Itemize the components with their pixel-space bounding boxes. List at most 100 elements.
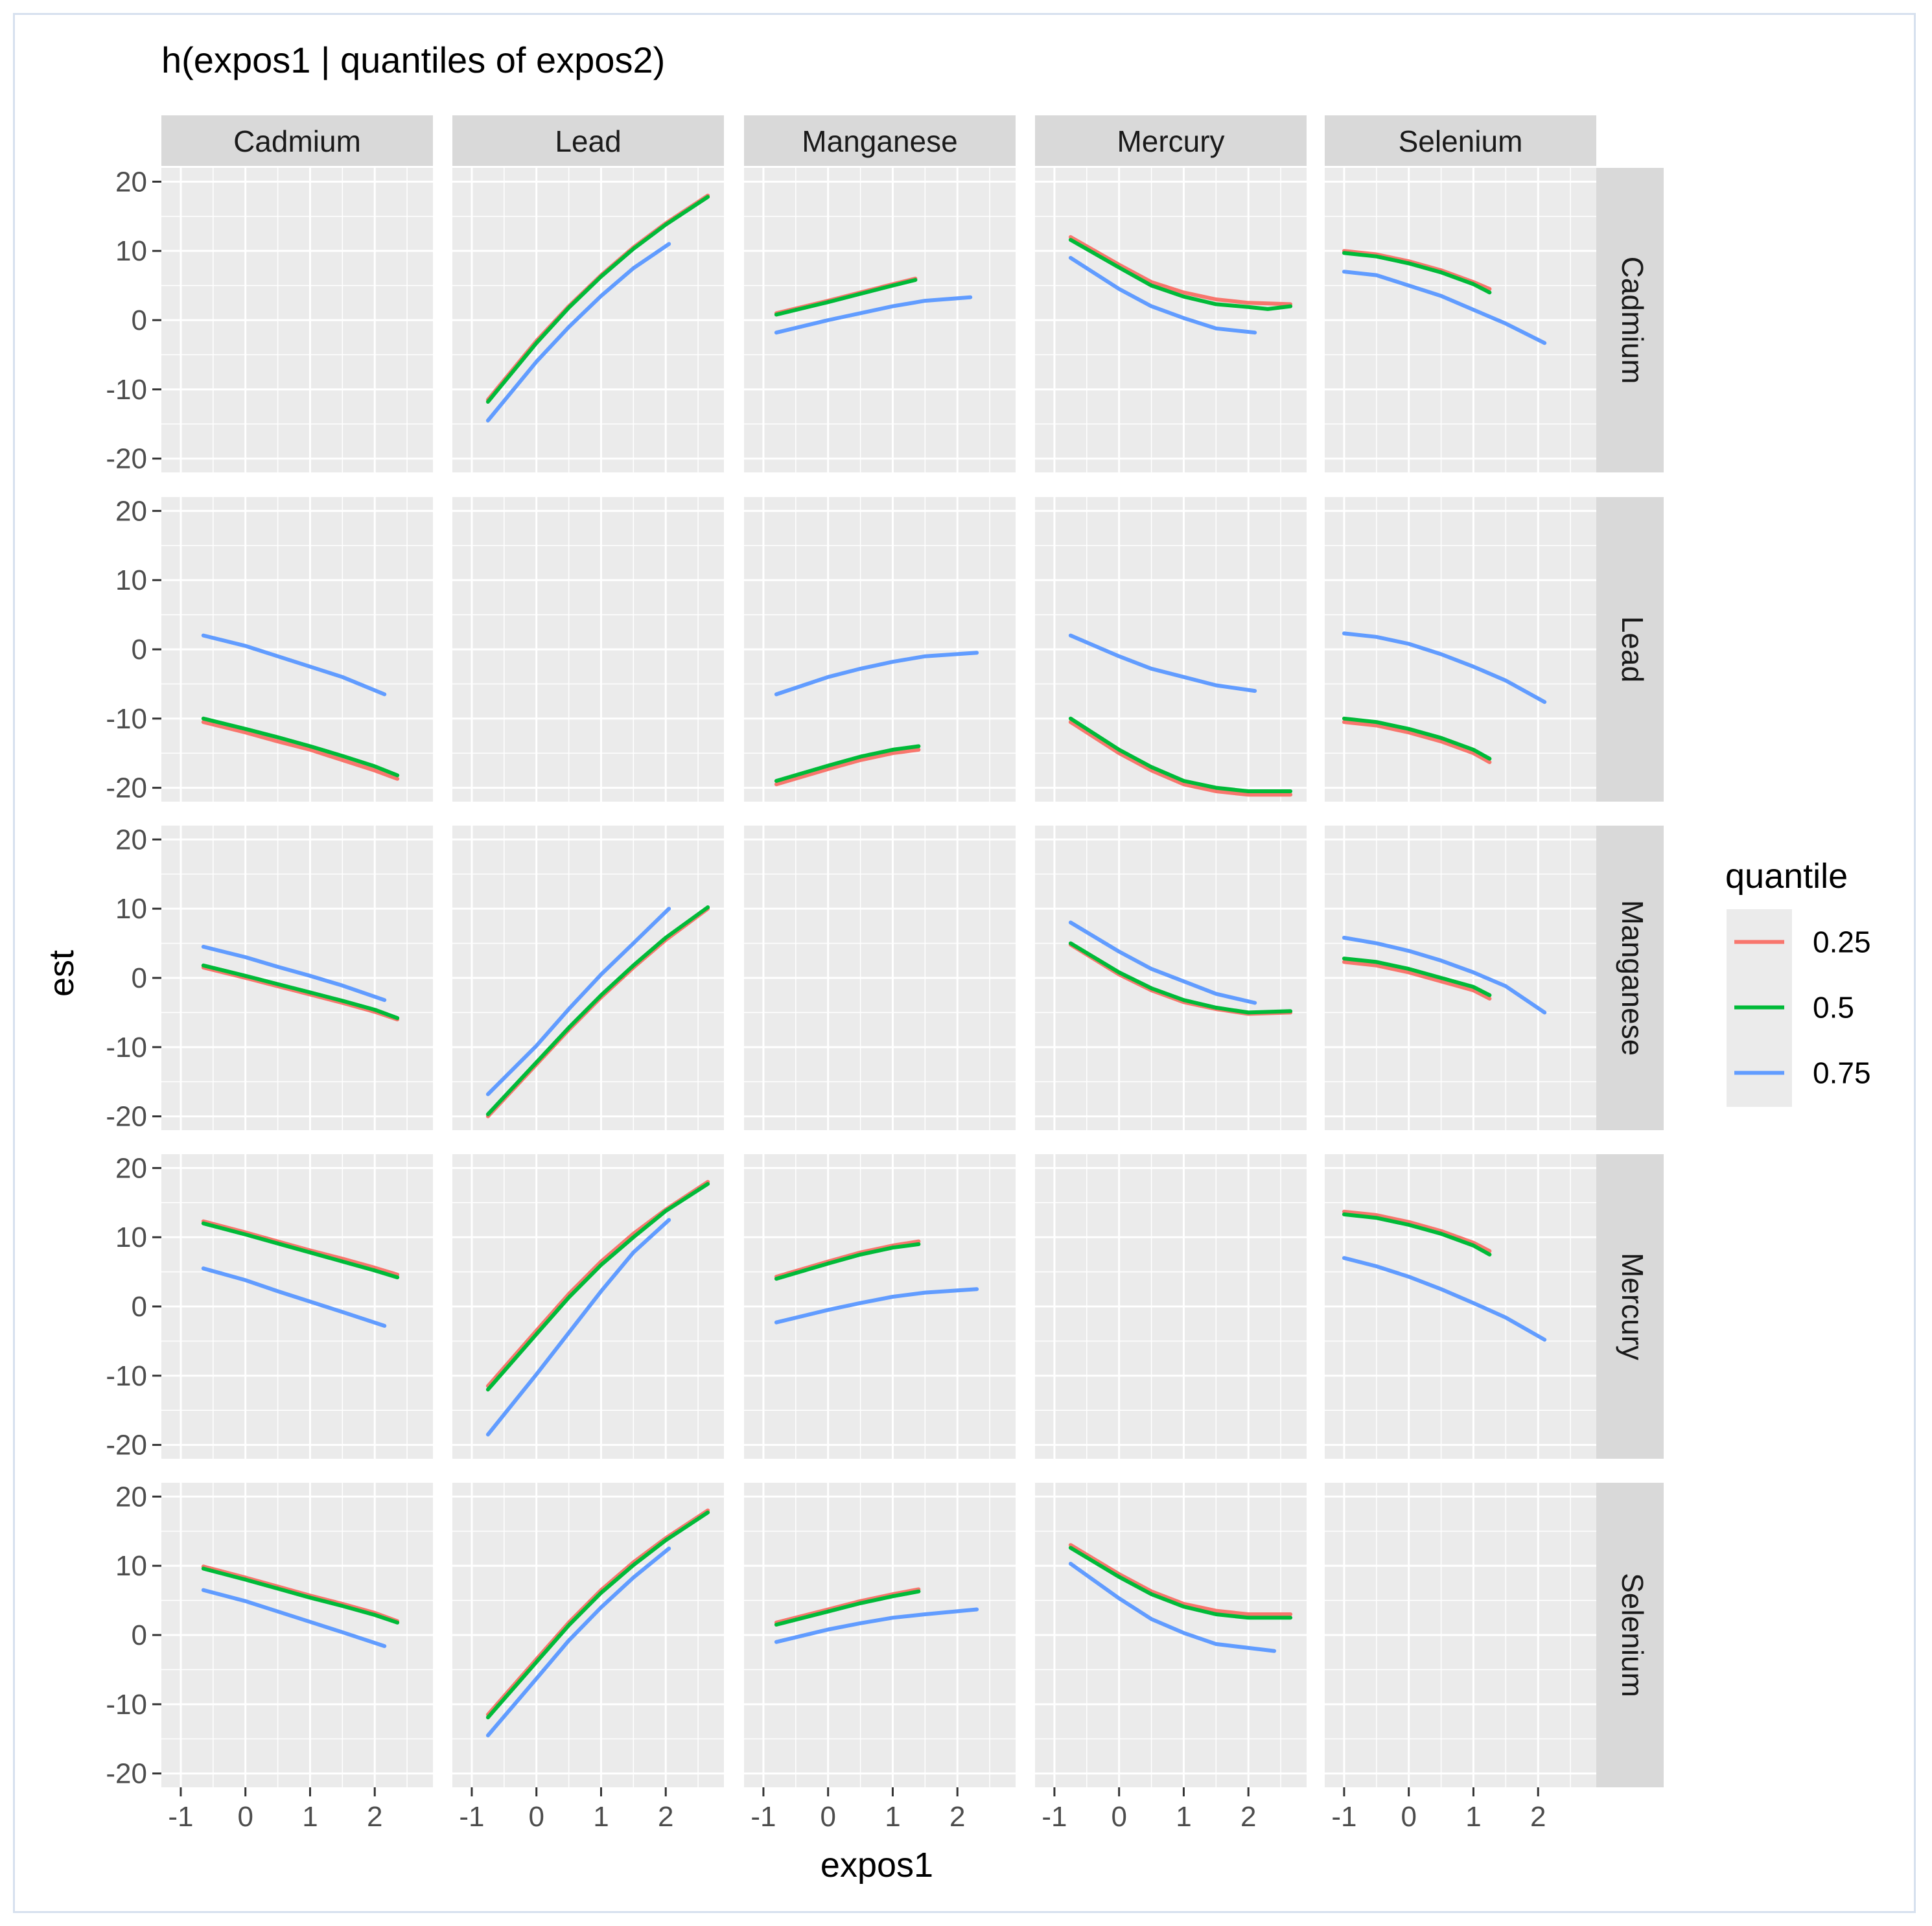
facet-panel xyxy=(744,1154,1016,1459)
series-line-q075 xyxy=(485,907,671,1096)
series-line-q075 xyxy=(774,1287,979,1325)
facet-panel xyxy=(1325,1154,1596,1459)
col-strip-label: Mercury xyxy=(1117,124,1224,158)
x-tick-label: 1 xyxy=(1176,1801,1191,1833)
x-tick-label: 1 xyxy=(885,1801,900,1833)
x-tick-label: -1 xyxy=(168,1801,193,1833)
series-line-q025 xyxy=(774,1587,921,1625)
row-strip-label: Lead xyxy=(1616,616,1649,682)
y-tick-label: -20 xyxy=(106,1758,147,1790)
y-tick-label: -20 xyxy=(106,1430,147,1461)
y-tick-label: 0 xyxy=(132,1619,147,1651)
series-line-q05 xyxy=(1068,238,1293,311)
x-tick-label: -1 xyxy=(1042,1801,1067,1833)
row-strip xyxy=(1596,826,1664,1130)
series-line-q075 xyxy=(485,1218,671,1437)
series-line-q025 xyxy=(1068,720,1293,797)
series-line-q075 xyxy=(201,944,387,1003)
x-tick-label: 2 xyxy=(658,1801,673,1833)
col-strip-label: Manganese xyxy=(802,124,957,158)
y-tick-label: 20 xyxy=(115,1481,147,1513)
col-strip xyxy=(161,115,433,166)
series-line-q075 xyxy=(1068,1562,1277,1653)
y-tick-label: 0 xyxy=(132,1291,147,1323)
y-tick-label: 10 xyxy=(115,1222,147,1253)
y-tick-label: 10 xyxy=(115,1550,147,1582)
facet-panel xyxy=(744,1483,1016,1787)
x-tick-label: 0 xyxy=(820,1801,835,1833)
series-line-q05 xyxy=(774,278,918,317)
series-line-q025 xyxy=(1068,1543,1293,1616)
x-tick-label: 0 xyxy=(237,1801,253,1833)
x-tick-label: -1 xyxy=(1331,1801,1356,1833)
series-line-q025 xyxy=(201,1564,400,1623)
facet-panel xyxy=(452,497,724,802)
x-tick-label: 2 xyxy=(949,1801,965,1833)
series-line-q075 xyxy=(1342,936,1547,1015)
col-strip-label: Cadmium xyxy=(233,124,361,158)
row-strip-label: Cadmium xyxy=(1616,257,1649,384)
x-tick-label: 1 xyxy=(1465,1801,1481,1833)
facet-panels: Cadmium Lead Manganese Mercury Selenium Cadmi… xyxy=(161,115,1664,1787)
series-line-q025 xyxy=(1068,235,1293,307)
series-line-q075 xyxy=(485,242,671,423)
y-tick-label: 0 xyxy=(132,962,147,994)
facet-panel xyxy=(161,497,433,802)
row-strip xyxy=(1596,497,1664,802)
y-tick-label: 20 xyxy=(115,166,147,198)
y-tick-label: -10 xyxy=(106,1689,147,1721)
facet-panel xyxy=(1035,168,1307,472)
y-tick-label: 20 xyxy=(115,824,147,855)
x-tick-label: 2 xyxy=(367,1801,382,1833)
chart-title: h(expos1 | quantiles of expos2) xyxy=(161,40,665,80)
y-tick-label: -20 xyxy=(106,443,147,475)
row-strip-label: Mercury xyxy=(1616,1253,1649,1360)
series-line-q05 xyxy=(1068,1546,1293,1620)
col-strip-label: Lead xyxy=(555,124,621,158)
series-line-q075 xyxy=(774,651,979,697)
y-tick-label: 10 xyxy=(115,564,147,596)
facet-panel xyxy=(161,1154,433,1459)
facet-panel xyxy=(1325,168,1596,472)
series-line-q075 xyxy=(1342,631,1547,704)
y-tick-label: 10 xyxy=(115,235,147,267)
row-strip xyxy=(1596,1154,1664,1459)
y-axis-label: est xyxy=(42,950,81,997)
col-strip xyxy=(744,115,1016,166)
legend-title: quantile xyxy=(1725,857,1848,896)
facet-panel xyxy=(744,826,1016,1130)
series-line-q05 xyxy=(774,744,921,783)
y-tick-label: 0 xyxy=(132,634,147,666)
y-tick-label: 10 xyxy=(115,893,147,925)
series-line-q075 xyxy=(1068,920,1257,1005)
series-line-q025 xyxy=(1342,720,1492,765)
legend-label: 0.75 xyxy=(1813,1056,1871,1090)
x-tick-label: 0 xyxy=(1111,1801,1126,1833)
series-line-q05 xyxy=(1342,251,1492,295)
legend-label: 0.25 xyxy=(1813,925,1871,959)
axes-group: 20100-10-2020100-10-2020100-10-2020100-1… xyxy=(106,166,1546,1833)
series-line-q05 xyxy=(1342,1212,1492,1257)
facet-panel xyxy=(452,168,724,472)
legend: quantile 0.25 0.5 0.75 xyxy=(1725,857,1871,1107)
y-tick-label: 0 xyxy=(132,305,147,336)
x-tick-label: 1 xyxy=(302,1801,318,1833)
row-strip xyxy=(1596,1483,1664,1787)
series-line-q025 xyxy=(1342,1209,1492,1253)
row-strip xyxy=(1596,168,1664,472)
series-line-q05 xyxy=(485,1510,710,1720)
series-line-q05 xyxy=(201,1566,400,1625)
x-tick-label: 0 xyxy=(1401,1801,1416,1833)
facet-panel xyxy=(1035,1154,1307,1459)
series-line-q075 xyxy=(485,1546,671,1737)
series-line-q05 xyxy=(485,905,710,1117)
facet-panel xyxy=(1325,826,1596,1130)
y-tick-label: 20 xyxy=(115,495,147,527)
series-line-q075 xyxy=(201,1588,387,1649)
col-strip xyxy=(452,115,724,166)
col-strip xyxy=(1035,115,1307,166)
facet-panel xyxy=(1325,497,1596,802)
facet-panel xyxy=(1035,1483,1307,1787)
series-line-q05 xyxy=(774,1589,921,1627)
row-strip-label: Manganese xyxy=(1616,900,1649,1056)
